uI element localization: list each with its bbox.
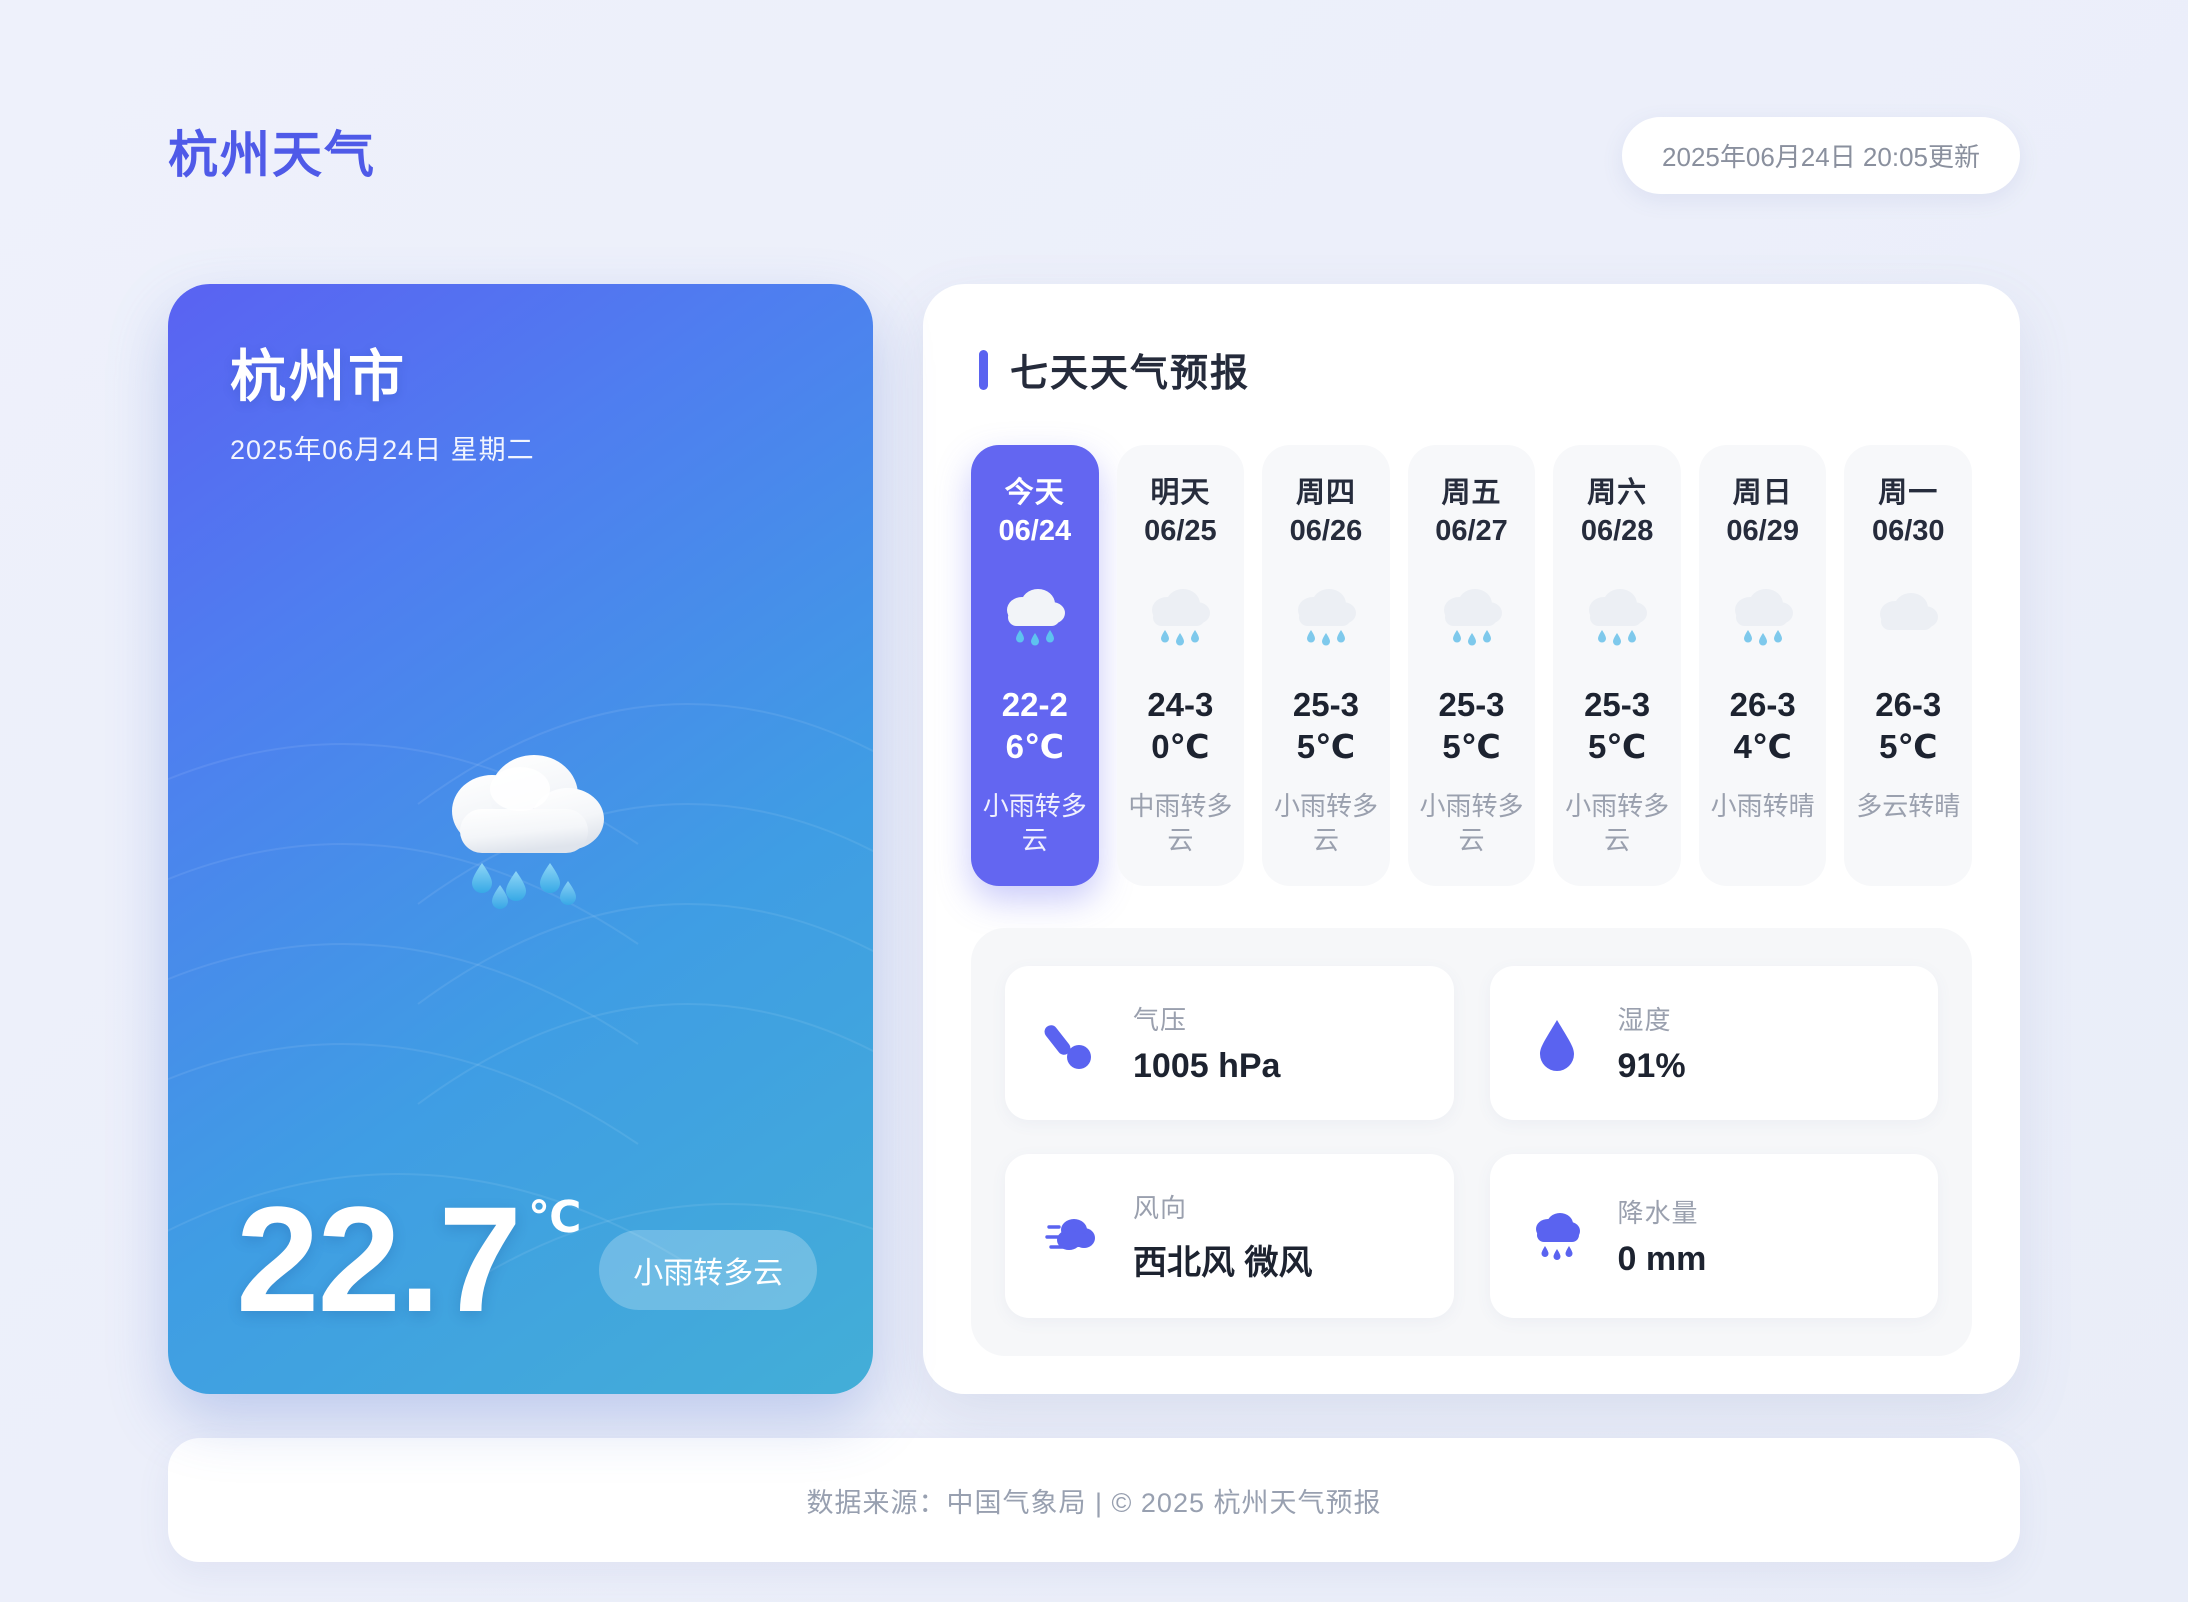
day-condition: 小雨转多云	[982, 790, 1087, 855]
day-condition: 小雨转多云	[1419, 790, 1524, 855]
current-weather-card: 杭州市 2025年06月24日 星期二	[168, 284, 873, 1394]
day-condition: 小雨转多云	[1273, 790, 1378, 855]
current-date: 2025年06月24日 星期二	[230, 434, 535, 465]
page-footer: 数据来源：中国气象局 | © 2025 杭州天气预报	[168, 1438, 2020, 1562]
day-weather-icon	[1724, 584, 1802, 646]
wind-icon	[1041, 1205, 1103, 1267]
update-time-badge: 2025年06月24日 20:05更新	[1622, 116, 2020, 194]
day-name: 周日	[1732, 477, 1793, 509]
metric-tile-humidity: 湿度 91%	[1489, 965, 1938, 1120]
rain-cloud-icon	[1006, 588, 1065, 645]
footer-text: 数据来源：中国气象局 | © 2025 杭州天气预报	[806, 1487, 1382, 1518]
rain-cloud-icon	[1152, 588, 1211, 645]
day-temperature: 22-26℃	[1001, 685, 1068, 765]
day-weather-icon	[1287, 584, 1365, 646]
forecast-row: 今天 06/24	[971, 445, 1973, 886]
forecast-title-text: 七天天气预报	[1010, 353, 1251, 395]
day-date: 06/28	[1580, 515, 1654, 548]
rain-cloud-icon	[1589, 588, 1648, 645]
metric-value: 西北风 微风	[1133, 1243, 1313, 1282]
rain-cloud-icon	[451, 755, 604, 910]
page-header: 杭州天气 2025年06月24日 20:05更新	[168, 112, 2020, 198]
accent-bar-icon	[979, 349, 988, 390]
day-weather-icon	[996, 584, 1074, 646]
day-date: 06/30	[1871, 515, 1945, 548]
metric-value: 0 mm	[1617, 1239, 1707, 1278]
metric-text: 气压 1005 hPa	[1133, 1000, 1280, 1086]
current-weather-icon-wrap	[230, 477, 811, 1180]
day-temperature: 25-35℃	[1438, 685, 1505, 765]
day-condition: 小雨转多云	[1565, 790, 1670, 855]
metric-label: 风向	[1133, 1192, 1188, 1223]
day-weather-icon	[1433, 584, 1511, 646]
main-content: 杭州市 2025年06月24日 星期二	[168, 284, 2020, 1394]
metric-label: 降水量	[1617, 1197, 1699, 1228]
metrics-panel: 气压 1005 hPa 湿度 91%	[971, 927, 1972, 1356]
day-condition: 中雨转多云	[1128, 790, 1233, 855]
day-name: 周六	[1587, 477, 1648, 509]
current-condition-badge: 小雨转多云	[599, 1230, 818, 1310]
day-name: 周四	[1295, 477, 1356, 509]
metric-text: 风向 西北风 微风	[1133, 1188, 1312, 1284]
day-date: 06/25	[1144, 515, 1217, 548]
forecast-day-card[interactable]: 今天 06/24	[971, 445, 1099, 886]
metric-tile-wind: 风向 西北风 微风	[1005, 1153, 1454, 1318]
day-name: 今天	[1004, 477, 1065, 509]
day-condition: 多云转晴	[1856, 790, 1961, 821]
metric-tile-precipitation: 降水量 0 mm	[1489, 1153, 1938, 1318]
forecast-day-card[interactable]: 周六 06/28	[1553, 445, 1681, 886]
day-name: 周一	[1878, 477, 1939, 509]
forecast-day-card[interactable]: 周四 06/26	[1262, 445, 1390, 886]
day-name: 周五	[1441, 477, 1502, 509]
day-temperature: 25-35℃	[1584, 685, 1651, 765]
rain-cloud-icon	[1526, 1205, 1588, 1267]
cloud-icon	[1880, 592, 1939, 630]
day-weather-icon	[1869, 584, 1947, 646]
day-temperature: 26-34℃	[1729, 685, 1796, 765]
temperature-unit: ℃	[527, 1193, 582, 1242]
day-condition: 小雨转晴	[1710, 790, 1815, 821]
forecast-day-card[interactable]: 周日 06/29	[1698, 445, 1827, 886]
day-date: 06/27	[1435, 515, 1508, 548]
forecast-day-card[interactable]: 明天 06/25	[1116, 445, 1245, 886]
metric-text: 湿度 91%	[1618, 1000, 1686, 1086]
rain-cloud-icon	[1443, 588, 1502, 645]
day-temperature: 24-30℃	[1147, 685, 1214, 765]
day-date: 06/24	[998, 515, 1072, 548]
forecast-day-card[interactable]: 周五 06/27	[1407, 445, 1536, 886]
current-temperature-row: 22.7 ℃ 小雨转多云	[230, 1175, 818, 1343]
metric-label: 气压	[1133, 1004, 1188, 1035]
page-title: 杭州天气	[168, 127, 376, 183]
rain-cloud-icon	[1297, 588, 1356, 645]
thermometer-icon	[1041, 1012, 1103, 1074]
water-drop-icon	[1526, 1012, 1588, 1074]
day-weather-icon	[1578, 584, 1656, 646]
metric-tile-pressure: 气压 1005 hPa	[1005, 965, 1454, 1120]
day-weather-icon	[1141, 584, 1219, 646]
day-date: 06/29	[1726, 515, 1799, 548]
day-name: 明天	[1150, 477, 1211, 509]
forecast-section-title: 七天天气预报	[971, 342, 1972, 397]
metric-value: 91%	[1617, 1046, 1686, 1085]
city-name: 杭州市	[230, 345, 407, 408]
current-temperature: 22.7	[236, 1175, 522, 1343]
forecast-panel: 七天天气预报 今天 06/24	[923, 284, 2020, 1394]
metric-text: 降水量 0 mm	[1618, 1193, 1707, 1279]
forecast-day-card[interactable]: 周一 06/30 26-35℃ 多云转晴	[1844, 445, 1973, 886]
day-date: 06/26	[1289, 515, 1363, 548]
metric-value: 1005 hPa	[1133, 1046, 1281, 1085]
day-temperature: 26-35℃	[1875, 685, 1942, 765]
day-temperature: 25-35℃	[1292, 685, 1359, 765]
rain-cloud-icon	[1734, 588, 1793, 645]
metric-label: 湿度	[1617, 1004, 1672, 1035]
